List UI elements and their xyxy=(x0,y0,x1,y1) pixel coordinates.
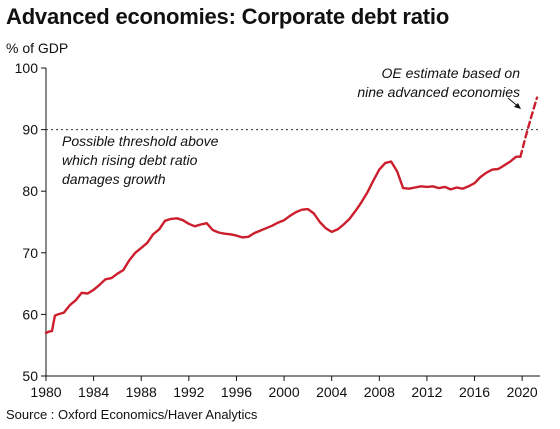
x-tick-label: 2000 xyxy=(268,384,299,400)
x-tick-label: 1984 xyxy=(78,384,109,400)
x-tick-label: 1996 xyxy=(221,384,252,400)
estimate-series-line xyxy=(519,96,539,158)
y-tick-label: 60 xyxy=(22,306,38,322)
threshold-annotation: Possible threshold above xyxy=(62,133,219,149)
y-tick-label: 100 xyxy=(15,60,39,76)
estimate-arrowhead xyxy=(514,103,521,109)
x-tick-label: 2008 xyxy=(364,384,395,400)
y-tick-label: 80 xyxy=(22,183,38,199)
x-tick-label: 2020 xyxy=(507,384,538,400)
x-tick-label: 2004 xyxy=(316,384,347,400)
threshold-annotation: damages growth xyxy=(62,171,166,187)
y-tick-label: 50 xyxy=(22,368,38,384)
x-tick-label: 1988 xyxy=(126,384,157,400)
x-tick-label: 1980 xyxy=(30,384,61,400)
y-tick-label: 70 xyxy=(22,245,38,261)
y-tick-label: 90 xyxy=(22,122,38,138)
debt-ratio-series-line xyxy=(44,155,522,335)
y-axis-unit: % of GDP xyxy=(6,40,69,56)
threshold-annotation: which rising debt ratio xyxy=(62,152,198,168)
estimate-annotation: nine advanced economies xyxy=(357,84,520,100)
source-note: Source : Oxford Economics/Haver Analytic… xyxy=(6,407,258,422)
estimate-annotation: OE estimate based on xyxy=(381,65,520,81)
x-tick-label: 1992 xyxy=(173,384,204,400)
chart-title: Advanced economies: Corporate debt ratio xyxy=(6,4,450,29)
x-tick-label: 2012 xyxy=(411,384,442,400)
x-tick-label: 2016 xyxy=(459,384,490,400)
